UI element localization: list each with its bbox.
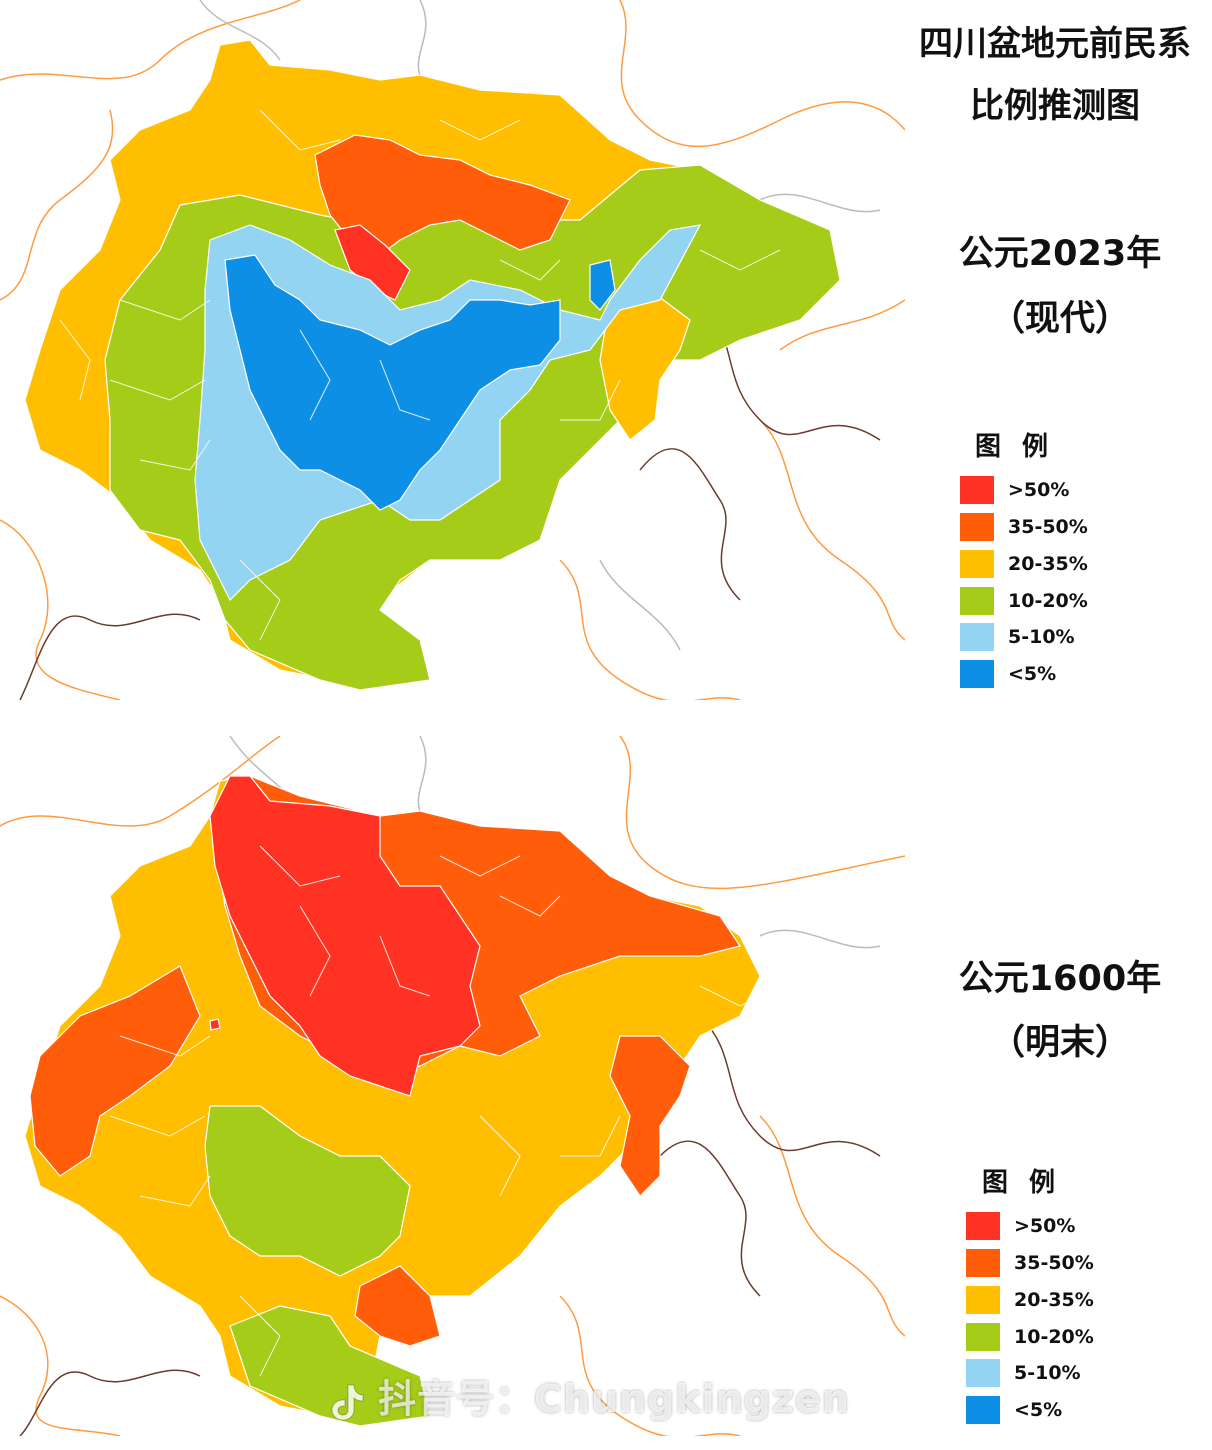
legend-label: 35-50% [1014, 1252, 1094, 1274]
era-label-1600: 公元1600年 [958, 959, 1162, 999]
legend-label: 35-50% [1008, 516, 1088, 538]
legend-item: 5-10% [966, 1357, 1081, 1389]
era-sub-2023: （现代） [989, 299, 1130, 339]
legend-item: 10-20% [966, 1321, 1094, 1353]
legend-swatch [960, 587, 994, 615]
era-label-2023: 公元2023年 [958, 234, 1162, 274]
legend-item: <5% [966, 1394, 1062, 1426]
legend-item: 35-50% [960, 511, 1088, 543]
legend-swatch [966, 1286, 1000, 1314]
era-sub-1600: （明末） [989, 1023, 1130, 1063]
legend-item: <5% [960, 658, 1056, 690]
background-boundaries [0, 736, 905, 1436]
legend-item: 10-20% [960, 585, 1088, 617]
legend-swatch [960, 623, 994, 651]
douyin-icon [331, 1384, 364, 1421]
legend-swatch [966, 1249, 1000, 1277]
region-35-50-south [354, 1265, 441, 1347]
legend-label: 5-10% [1008, 626, 1075, 648]
legend-label: >50% [1008, 479, 1070, 501]
legend-item: 20-35% [966, 1284, 1094, 1316]
legend-swatch [966, 1396, 1000, 1424]
legend-label: <5% [1014, 1399, 1063, 1421]
region-gt-50-dot [209, 1018, 221, 1031]
legend-label: 20-35% [1008, 553, 1088, 575]
watermark-account: Chungkingzen [534, 1377, 850, 1421]
legend-swatch [960, 513, 994, 541]
legend-label: 10-20% [1014, 1326, 1094, 1348]
region-20-35-east [599, 289, 691, 441]
legend-item: >50% [966, 1210, 1075, 1242]
legend-item: 5-10% [960, 621, 1075, 653]
watermark-platform: 抖音号 [378, 1377, 496, 1421]
legend-label: 20-35% [1014, 1289, 1094, 1311]
region-gt-50 [209, 775, 481, 1097]
legend-swatch [960, 476, 994, 504]
region-lt-5 [224, 254, 561, 511]
legend-title-2023: 图 例 [975, 432, 1055, 462]
legend-label: 5-10% [1014, 1362, 1081, 1384]
region-layer [24, 39, 841, 691]
legend-swatch [966, 1359, 1000, 1387]
legend-swatch [960, 550, 994, 578]
region-35-50-east [609, 1035, 691, 1197]
map-title-line2: 比例推测图 [970, 86, 1140, 126]
region-gt-50 [334, 224, 411, 301]
map-1600 [0, 736, 905, 1436]
legend-swatch [966, 1323, 1000, 1351]
region-layer [24, 775, 781, 1427]
watermark: 抖音号：Chungkingzen [330, 1368, 850, 1423]
legend-swatch [960, 660, 994, 688]
legend-title-1600: 图 例 [982, 1168, 1062, 1198]
region-35-50-west [29, 965, 201, 1177]
map-2023 [0, 0, 905, 700]
region-10-20 [204, 1105, 411, 1277]
legend-item: 20-35% [960, 548, 1088, 580]
legend-label: >50% [1014, 1215, 1076, 1237]
map-title-line1: 四川盆地元前民系 [919, 24, 1191, 64]
legend-swatch [966, 1212, 1000, 1240]
watermark-sep: ： [495, 1377, 535, 1421]
legend-item: 35-50% [966, 1247, 1094, 1279]
background-boundaries [0, 0, 905, 700]
legend-item: >50% [960, 474, 1069, 506]
region-lt-5-ne [589, 259, 616, 311]
legend-label: 10-20% [1008, 590, 1088, 612]
legend-label: <5% [1008, 663, 1057, 685]
